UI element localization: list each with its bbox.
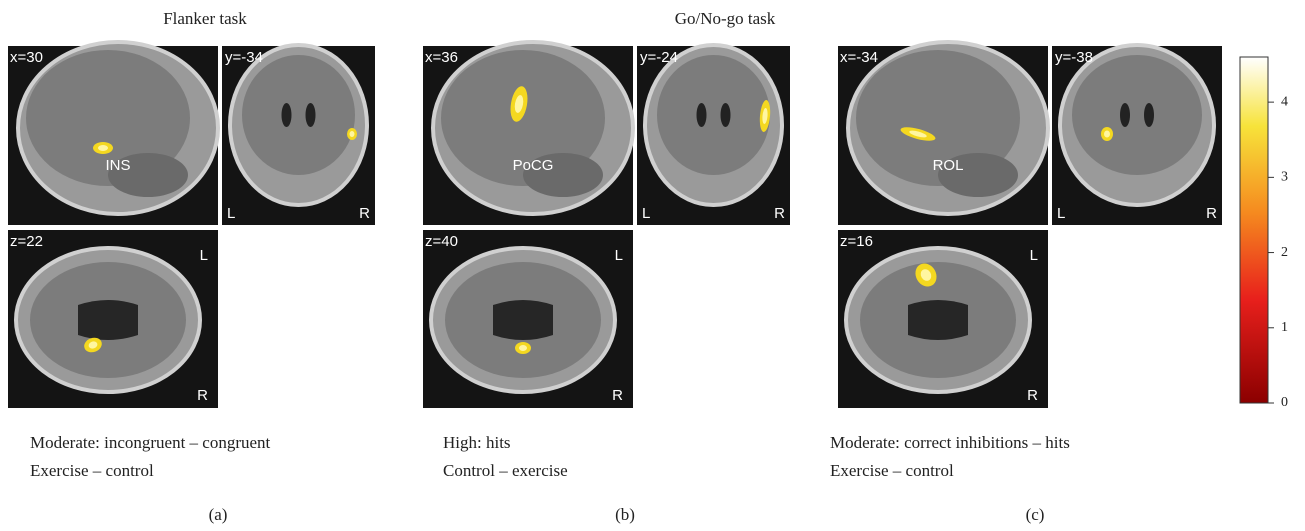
activation-core bbox=[350, 131, 355, 137]
tick-label: 0 bbox=[1281, 395, 1288, 410]
coord-label: z=16 bbox=[840, 233, 873, 250]
side-label: R bbox=[1027, 387, 1038, 404]
side-label: L bbox=[615, 247, 623, 264]
caption-line: High: hits bbox=[443, 433, 511, 452]
coord-label: x=36 bbox=[425, 49, 458, 66]
coord-label: x=30 bbox=[10, 49, 43, 66]
coord-label: x=-34 bbox=[840, 49, 878, 66]
panel-letter: (b) bbox=[615, 505, 635, 524]
brain bbox=[242, 55, 355, 175]
figure: Flanker task Go/No-go task x=30 INS y=-34 L Rz… bbox=[0, 0, 1305, 531]
ventricle bbox=[697, 103, 707, 127]
brain bbox=[1072, 55, 1202, 175]
coord-label: z=22 bbox=[10, 233, 43, 250]
ventricle bbox=[493, 300, 553, 340]
panel-letter: (c) bbox=[1026, 505, 1045, 524]
tick-label: 4 bbox=[1281, 94, 1288, 109]
ventricle bbox=[908, 300, 968, 340]
region-label: INS bbox=[105, 157, 130, 174]
ventricle bbox=[78, 300, 138, 340]
side-label: R bbox=[1206, 205, 1217, 222]
caption-line: Moderate: incongruent – congruent bbox=[30, 433, 271, 452]
caption-line: Moderate: correct inhibitions – hits bbox=[830, 433, 1070, 452]
ventricle bbox=[1144, 103, 1154, 127]
side-label: R bbox=[612, 387, 623, 404]
colorbar bbox=[1240, 57, 1268, 403]
task-header: Go/No-go task bbox=[675, 9, 776, 28]
ventricle bbox=[721, 103, 731, 127]
coord-label: y=-34 bbox=[225, 49, 263, 66]
coord-label: y=-24 bbox=[640, 49, 678, 66]
side-label: R bbox=[359, 205, 370, 222]
tick-label: 3 bbox=[1281, 170, 1288, 185]
region-label: ROL bbox=[933, 157, 964, 174]
tick-label: 2 bbox=[1281, 245, 1288, 260]
caption-line: Exercise – control bbox=[830, 461, 954, 480]
side-label: R bbox=[774, 205, 785, 222]
side-label: L bbox=[200, 247, 208, 264]
ventricle bbox=[1120, 103, 1130, 127]
caption-line: Exercise – control bbox=[30, 461, 154, 480]
side-label: L bbox=[1030, 247, 1038, 264]
side-label: L bbox=[642, 205, 650, 222]
coord-label: y=-38 bbox=[1055, 49, 1093, 66]
region-label: PoCG bbox=[513, 157, 554, 174]
page: {"headers": ["Flanker task", "Go/No-go t… bbox=[0, 0, 1305, 531]
activation-core bbox=[98, 145, 108, 151]
caption-line: Control – exercise bbox=[443, 461, 568, 480]
side-label: L bbox=[227, 205, 235, 222]
side-label: L bbox=[1057, 205, 1065, 222]
task-header: Flanker task bbox=[163, 9, 247, 28]
tick-label: 1 bbox=[1281, 320, 1288, 335]
ventricle bbox=[306, 103, 316, 127]
brain bbox=[657, 55, 770, 175]
coord-label: z=40 bbox=[425, 233, 458, 250]
ventricle bbox=[282, 103, 292, 127]
side-label: R bbox=[197, 387, 208, 404]
activation-core bbox=[519, 345, 527, 351]
activation-core bbox=[1104, 131, 1110, 138]
panel-letter: (a) bbox=[209, 505, 228, 524]
